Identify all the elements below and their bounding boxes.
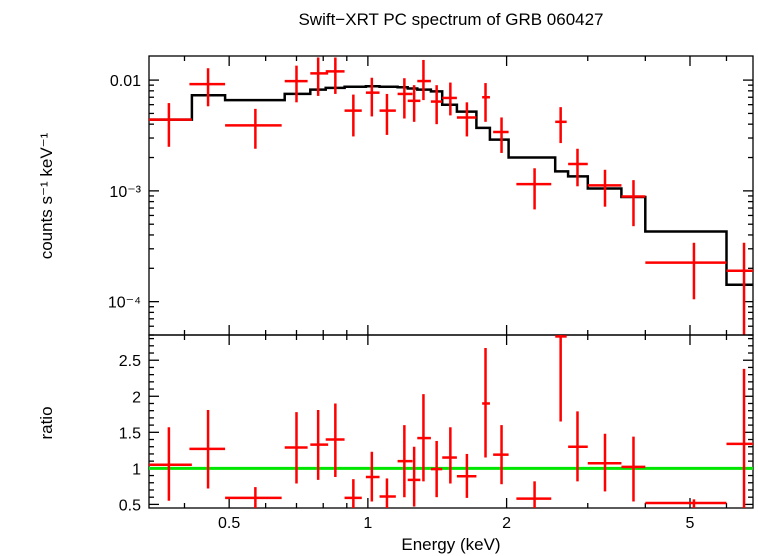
data-point — [407, 446, 421, 507]
data-point — [344, 94, 362, 137]
data-point — [456, 102, 477, 137]
data-point — [225, 108, 282, 149]
data-point — [310, 57, 329, 96]
data-point — [482, 83, 490, 122]
data-point — [397, 78, 413, 119]
data-point — [587, 433, 622, 492]
y-tick-label: 1.5 — [119, 425, 141, 442]
data-point — [645, 242, 727, 300]
data-point — [407, 85, 421, 122]
data-point — [442, 427, 457, 484]
x-tick-label: 2 — [502, 515, 511, 532]
y-tick-label: 0.01 — [110, 73, 141, 90]
x-tick-label: 5 — [686, 515, 695, 532]
data-point — [555, 107, 567, 144]
data-point — [379, 93, 396, 135]
y-tick-label: 10⁻³ — [109, 184, 141, 201]
data-point — [726, 368, 753, 508]
data-point — [284, 412, 308, 484]
x-tick-label: 1 — [363, 515, 372, 532]
y-tick-label: 2 — [132, 389, 141, 406]
y-tick-label: 1 — [132, 461, 141, 478]
data-point — [516, 481, 552, 508]
data-point — [645, 499, 727, 508]
data-point — [149, 103, 192, 147]
data-point — [417, 394, 431, 482]
data-point — [365, 77, 380, 117]
data-point — [149, 427, 192, 501]
ratio-frame — [148, 334, 754, 509]
data-point — [310, 409, 329, 480]
data-point — [325, 403, 345, 478]
x-axis-label: Energy (keV) — [401, 535, 500, 554]
y-tick-label: 2.5 — [119, 353, 141, 370]
data-point — [284, 65, 308, 103]
data-point — [726, 242, 753, 335]
data-point — [621, 180, 646, 227]
ratio-panel: 0.5 1 1.5 2 2.5 0.5 1 2 5 — [119, 334, 754, 532]
data-point — [397, 425, 413, 498]
x-tick-label: 0.5 — [218, 515, 240, 532]
data-point — [482, 347, 490, 458]
data-point — [568, 411, 588, 482]
data-point — [493, 117, 509, 153]
data-point — [365, 451, 380, 502]
data-point — [621, 436, 646, 502]
data-point — [430, 440, 443, 498]
bottom-panel-y-label: ratio — [37, 406, 56, 439]
data-point — [189, 409, 226, 489]
spectrum-panel: 0.01 10⁻³ 10⁻⁴ — [108, 55, 754, 336]
data-point — [568, 148, 588, 187]
data-point — [456, 453, 477, 498]
y-tick-label: 10⁻⁴ — [108, 295, 141, 312]
data-point — [555, 335, 567, 422]
data-point — [344, 479, 362, 508]
data-point — [379, 478, 396, 508]
data-point — [493, 425, 509, 485]
model-step-line — [149, 84, 753, 287]
data-point — [417, 59, 431, 101]
data-point — [225, 487, 282, 508]
data-point — [516, 168, 552, 210]
data-point — [430, 85, 443, 125]
data-point — [325, 57, 345, 94]
data-point — [442, 82, 457, 116]
data-point — [587, 169, 622, 207]
chart-title: Swift−XRT PC spectrum of GRB 060427 — [298, 10, 603, 29]
data-point — [189, 68, 226, 107]
top-panel-y-label: counts s⁻¹ keV⁻¹ — [37, 132, 56, 259]
y-tick-label: 0.5 — [119, 497, 141, 514]
